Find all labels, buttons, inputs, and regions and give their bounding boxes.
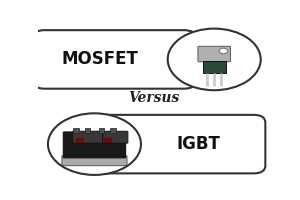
Bar (99, 128, 104, 133)
FancyBboxPatch shape (63, 132, 126, 158)
FancyBboxPatch shape (62, 156, 127, 166)
Bar (104, 138, 111, 142)
FancyBboxPatch shape (33, 30, 196, 89)
FancyBboxPatch shape (198, 46, 230, 62)
Circle shape (219, 48, 228, 54)
Text: Versus: Versus (128, 91, 179, 105)
Bar (73, 128, 79, 133)
FancyBboxPatch shape (103, 131, 128, 143)
Circle shape (48, 113, 141, 175)
Bar (202, 61, 226, 73)
Bar (76, 138, 83, 142)
FancyBboxPatch shape (96, 115, 266, 173)
FancyBboxPatch shape (73, 131, 102, 143)
Bar (85, 128, 90, 133)
Text: MOSFET: MOSFET (62, 50, 139, 68)
Bar (110, 128, 116, 133)
Text: IGBT: IGBT (176, 135, 220, 153)
Circle shape (168, 29, 261, 90)
